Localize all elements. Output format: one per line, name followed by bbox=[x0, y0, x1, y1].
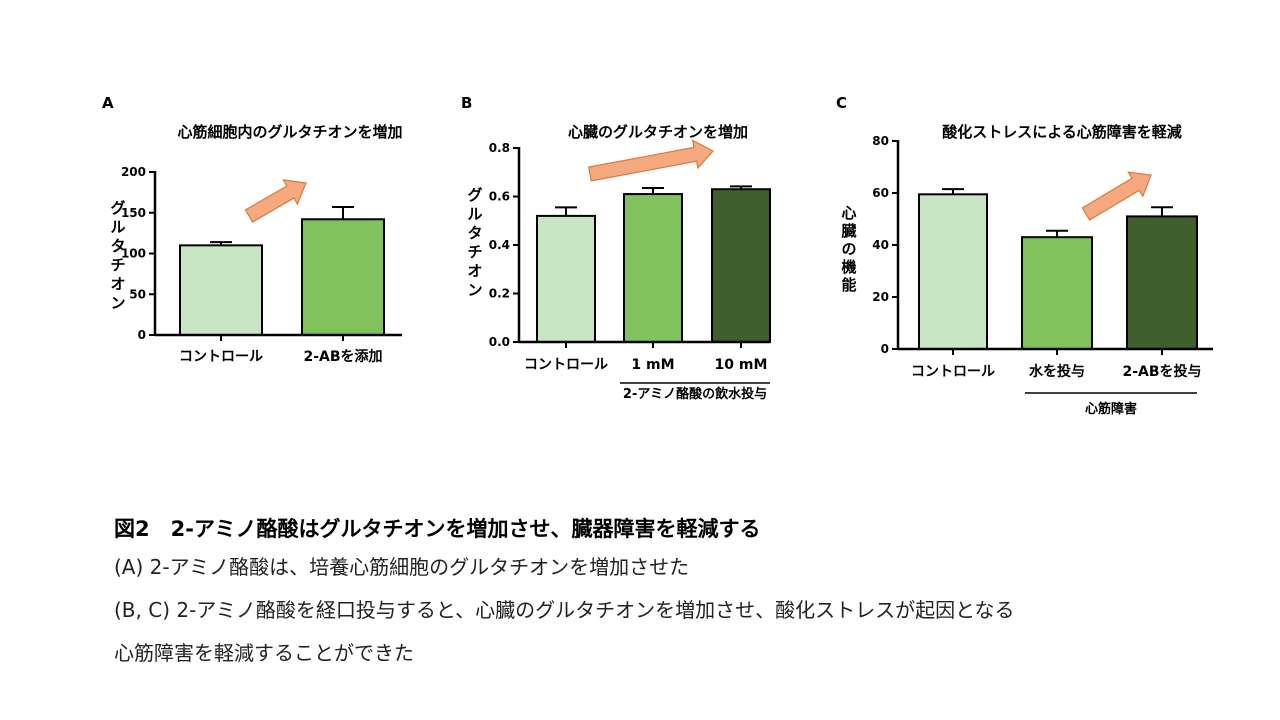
y-tick-label: 60 bbox=[872, 186, 889, 200]
y-axis-label: グルタチオン bbox=[110, 199, 125, 312]
category-label: 1 mM bbox=[631, 357, 674, 373]
category-label: 2-ABを添加 bbox=[303, 348, 382, 365]
caption-line-bc: (B, C) 2-アミノ酪酸を経口投与すると、心臓のグルタチオンを増加させ、酸化… bbox=[114, 598, 1015, 622]
y-tick-label: 0.6 bbox=[489, 190, 510, 204]
bar bbox=[1126, 215, 1198, 350]
category-label: コントロール bbox=[524, 357, 608, 373]
group-label: 心筋障害 bbox=[1085, 401, 1137, 417]
category-label: コントロール bbox=[179, 349, 263, 365]
y-tick-label: 0.0 bbox=[489, 335, 510, 349]
trend-arrow-icon bbox=[244, 179, 307, 223]
bar bbox=[711, 188, 771, 343]
caption-line-a: (A) 2-アミノ酪酸は、培養心筋細胞のグルタチオンを増加させた bbox=[114, 555, 690, 579]
chart-title: 心臓のグルタチオンを増加 bbox=[568, 123, 748, 141]
bar bbox=[918, 193, 988, 350]
panel-letter: B bbox=[461, 94, 472, 112]
y-tick-label: 40 bbox=[872, 238, 889, 252]
y-tick-label: 20 bbox=[872, 290, 889, 304]
panel-letter: A bbox=[102, 94, 114, 112]
y-tick-label: 50 bbox=[129, 287, 146, 301]
y-axis-label: 心臓の機能 bbox=[841, 204, 856, 294]
category-label: 水を投与 bbox=[1029, 363, 1085, 380]
category-label: 10 mM bbox=[715, 357, 768, 373]
y-tick-label: 150 bbox=[121, 206, 146, 220]
y-tick-label: 200 bbox=[121, 165, 146, 179]
bar bbox=[623, 193, 683, 343]
panel-letter: C bbox=[836, 94, 847, 112]
bar bbox=[1021, 236, 1093, 350]
caption-line-bc-cont: 心筋障害を軽減することができた bbox=[114, 641, 414, 665]
caption-title: 図2 2-アミノ酪酸はグルタチオンを増加させ、臓器障害を軽減する bbox=[114, 517, 761, 541]
bar bbox=[301, 218, 385, 337]
trend-arrow-icon bbox=[1081, 171, 1152, 221]
trend-arrow-icon bbox=[587, 139, 714, 182]
y-tick-label: 0.2 bbox=[489, 287, 510, 301]
y-tick-label: 0 bbox=[881, 342, 889, 356]
bar bbox=[179, 244, 263, 337]
y-tick-label: 0.8 bbox=[489, 141, 510, 155]
chart-title: 心筋細胞内のグルタチオンを増加 bbox=[177, 123, 402, 141]
y-axis-label: グルタチオン bbox=[467, 186, 482, 299]
figure-caption: 図2 2-アミノ酪酸はグルタチオンを増加させ、臓器障害を軽減する (A) 2-ア… bbox=[114, 512, 1244, 675]
y-tick-label: 80 bbox=[872, 134, 889, 148]
y-tick-label: 100 bbox=[121, 247, 146, 261]
group-label: 2-アミノ酪酸の飲水投与 bbox=[623, 386, 767, 402]
y-tick-label: 0.4 bbox=[489, 238, 510, 252]
chart-title: 酸化ストレスによる心筋障害を軽減 bbox=[942, 123, 1182, 141]
y-tick-label: 0 bbox=[138, 328, 146, 342]
category-label: 2-ABを投与 bbox=[1122, 364, 1201, 380]
bar bbox=[536, 214, 596, 343]
category-label: コントロール bbox=[911, 364, 995, 380]
